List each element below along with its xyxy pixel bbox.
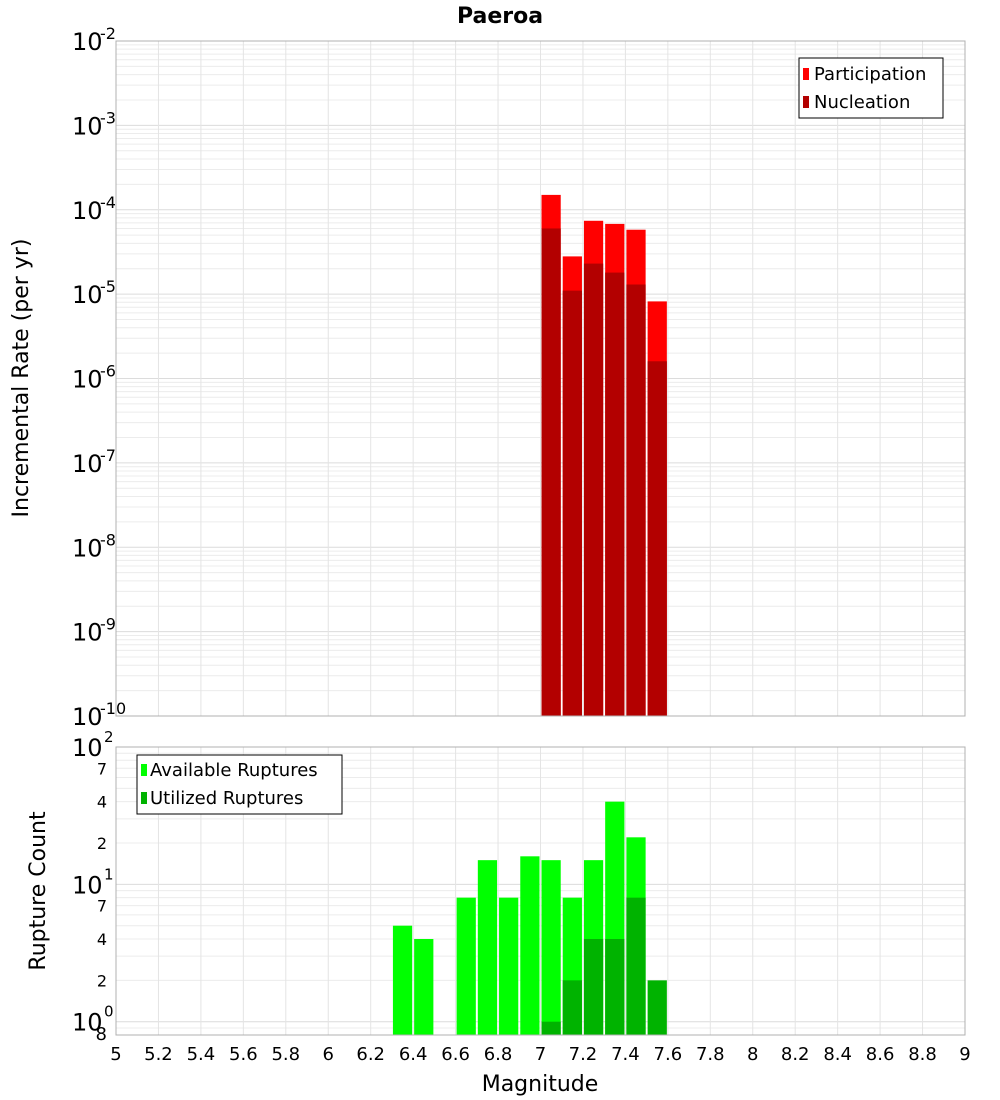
available-ruptures-bar [456,897,476,1035]
utilized-ruptures-bar [626,897,646,1035]
bottom-bars [392,801,667,1035]
top-y-tick-exponent: -5 [100,277,116,296]
available-ruptures-bar [477,860,498,1035]
x-tick-label: 6 [323,1044,334,1065]
x-tick-label: 7.2 [569,1044,598,1065]
top-y-tick-exponent: -10 [100,699,126,718]
bottom-plot-border [115,746,966,1036]
bottom-y-tick-exponent: 2 [104,728,114,746]
x-tick-label: 7 [535,1044,546,1065]
available-ruptures-bar [392,925,413,1035]
top-y-tick-label: 10 [72,197,103,225]
top-gridlines [115,41,966,717]
top-y-tick-exponent: -3 [100,108,116,127]
bottom-y-axis-label: Rupture Count [26,811,51,971]
x-tick-label: 8.4 [823,1044,852,1065]
utilized-ruptures-bar [583,939,604,1035]
available-ruptures-legend-swatch [141,764,147,776]
x-tick-labels: 5 5.2 5.4 5.6 5.8 6 6.2 6.4 6.6 6.8 7 7.2 7.4 7.6 7.8 8… [110,1044,970,1065]
top-y-tick-label: 10 [72,703,103,731]
top-y-tick-exponent: -8 [100,530,116,549]
x-tick-label: 8.2 [781,1044,810,1065]
nucleation-bar [647,361,667,716]
x-tick-label: 6.8 [484,1044,513,1065]
top-plot-border [115,40,966,717]
available-ruptures-legend-label: Available Ruptures [150,760,318,781]
top-y-axis-label: Incremental Rate (per yr) [9,239,34,518]
bottom-y-tick-exponent: 1 [104,865,114,883]
x-tick-label: 7.4 [611,1044,640,1065]
utilized-ruptures-legend-swatch [141,792,147,804]
x-tick-label: 5.6 [229,1044,258,1065]
x-tick-label: 5.4 [187,1044,216,1065]
bottom-y-tick-power: 10 [72,871,103,899]
x-tick-label: 5.2 [144,1044,173,1065]
nucleation-bar [583,263,604,716]
x-tick-label: 8 [747,1044,758,1065]
bottom-y-tick-label: 2 [97,971,107,990]
available-ruptures-bar [541,860,561,1035]
bottom-gridlines [115,747,966,1036]
bottom-y-tick-power: 10 [72,1009,103,1037]
utilized-ruptures-bar [647,980,667,1035]
top-y-tick-label: 10 [72,619,103,647]
x-tick-label: 5 [110,1044,121,1065]
x-tick-label: 9 [959,1044,970,1065]
x-tick-label: 6.2 [356,1044,385,1065]
top-y-tick-exponent: -6 [100,362,116,381]
top-y-tick-label: 10 [72,281,103,309]
bottom-y-tick-exponent: 0 [104,1003,114,1021]
nucleation-legend-label: Nucleation [814,92,910,113]
x-tick-label: 7.6 [654,1044,683,1065]
top-y-tick-exponent: -7 [100,446,116,465]
bottom-y-tick-label: 4 [97,930,107,949]
nucleation-legend-swatch [803,96,809,108]
participation-legend-label: Participation [814,64,926,85]
utilized-ruptures-bar [541,1021,561,1035]
top-legend-box [798,57,944,119]
nucleation-bar [541,228,561,716]
bottom-y-tick-label: 8 [96,1024,107,1045]
bottom-legend: Available Ruptures Utilized Ruptures [136,754,343,815]
top-y-tick-label: 10 [72,366,103,394]
top-y-tick-exponent: -4 [100,193,116,212]
top-y-tick-label: 10 [72,112,103,140]
bottom-legend-box [136,754,343,815]
x-tick-label: 5.8 [271,1044,300,1065]
bottom-y-tick-label: 2 [97,834,107,853]
nucleation-bar [626,284,646,716]
available-ruptures-bar [499,897,519,1035]
x-axis-label: Magnitude [482,1072,599,1097]
participation-legend-swatch [803,68,809,80]
top-bars [541,194,667,717]
top-y-tick-exponent: -9 [100,615,116,634]
utilized-ruptures-legend-label: Utilized Ruptures [150,788,303,809]
nucleation-bar [562,290,582,716]
bottom-y-tick-label: 7 [97,897,107,916]
x-tick-label: 6.6 [441,1044,470,1065]
top-y-tick-exponent: -2 [100,24,116,43]
available-ruptures-bar [414,939,434,1035]
x-tick-label: 8.8 [908,1044,937,1065]
top-y-tick-label: 10 [72,534,103,562]
utilized-ruptures-bar [605,939,625,1035]
nucleation-bar [605,272,625,716]
utilized-ruptures-bar [562,980,582,1035]
bottom-y-tick-label: 4 [97,793,107,812]
available-ruptures-bar [520,856,540,1035]
x-tick-label: 8.6 [866,1044,895,1065]
x-tick-label: 7.8 [696,1044,725,1065]
bottom-y-tick-power: 10 [72,734,103,762]
top-y-tick-label: 10 [72,450,103,478]
x-tick-label: 6.4 [399,1044,428,1065]
top-y-tick-label: 10 [72,28,103,56]
top-legend: Participation Nucleation [798,57,944,119]
chart-title: Paeroa [457,4,543,29]
bottom-y-tick-label: 7 [97,759,107,778]
